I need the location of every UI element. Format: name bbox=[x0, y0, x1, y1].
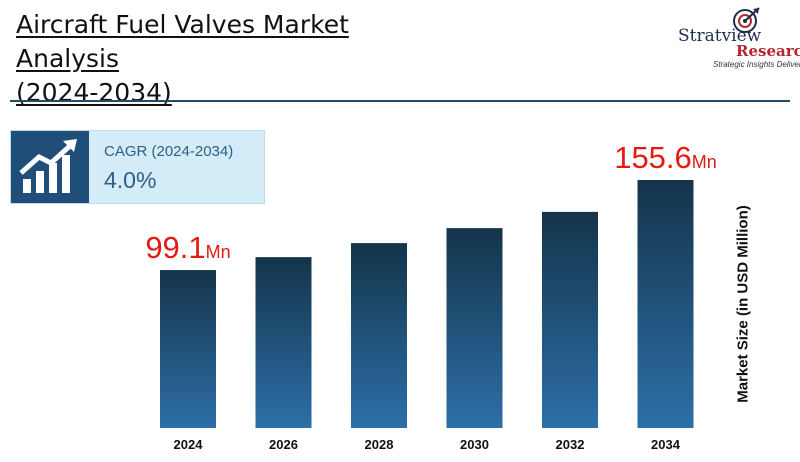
growth-chart-icon bbox=[11, 131, 89, 203]
x-tick-2026: 2026 bbox=[269, 437, 298, 452]
data-label-value: 155.6 bbox=[614, 140, 692, 175]
bar-2028 bbox=[351, 243, 407, 428]
y-axis-label: Market Size (in USD Million) bbox=[734, 205, 752, 403]
data-label-2034: 155.6Mn bbox=[614, 142, 717, 173]
x-tick-2030: 2030 bbox=[460, 437, 489, 452]
data-label-unit: Mn bbox=[205, 242, 231, 263]
logo-word-research: Research bbox=[736, 42, 800, 60]
logo-word-stratview: Stratview bbox=[678, 26, 762, 46]
bar-2034 bbox=[637, 180, 694, 428]
cagr-callout: CAGR (2024-2034) 4.0% bbox=[10, 130, 265, 204]
cagr-label: CAGR (2024-2034) bbox=[104, 143, 234, 160]
bar-2024 bbox=[160, 270, 216, 428]
x-tick-2024: 2024 bbox=[174, 437, 204, 452]
logo-tagline: Strategic Insights Delivered bbox=[713, 60, 800, 69]
bar-2026 bbox=[255, 257, 312, 428]
title-line-2: (2024-2034) bbox=[16, 78, 172, 107]
header-divider bbox=[10, 100, 790, 102]
page-title: Aircraft Fuel Valves Market Analysis (20… bbox=[16, 8, 456, 110]
data-label-value: 99.1 bbox=[145, 230, 206, 266]
x-tick-2028: 2028 bbox=[365, 437, 394, 452]
x-tick-2032: 2032 bbox=[556, 437, 585, 452]
target-arrow-icon bbox=[733, 7, 760, 33]
stratview-logo: Stratview Research Strategic Insights De… bbox=[678, 4, 800, 74]
title-line-1: Aircraft Fuel Valves Market Analysis bbox=[16, 10, 349, 73]
data-label-unit: Mn bbox=[691, 152, 717, 172]
bar-2032 bbox=[542, 211, 598, 428]
data-label-2024: 99.1Mn bbox=[145, 232, 230, 263]
cagr-value: 4.0% bbox=[104, 167, 157, 193]
x-tick-2034: 2034 bbox=[651, 437, 681, 452]
bar-2030 bbox=[446, 228, 503, 428]
